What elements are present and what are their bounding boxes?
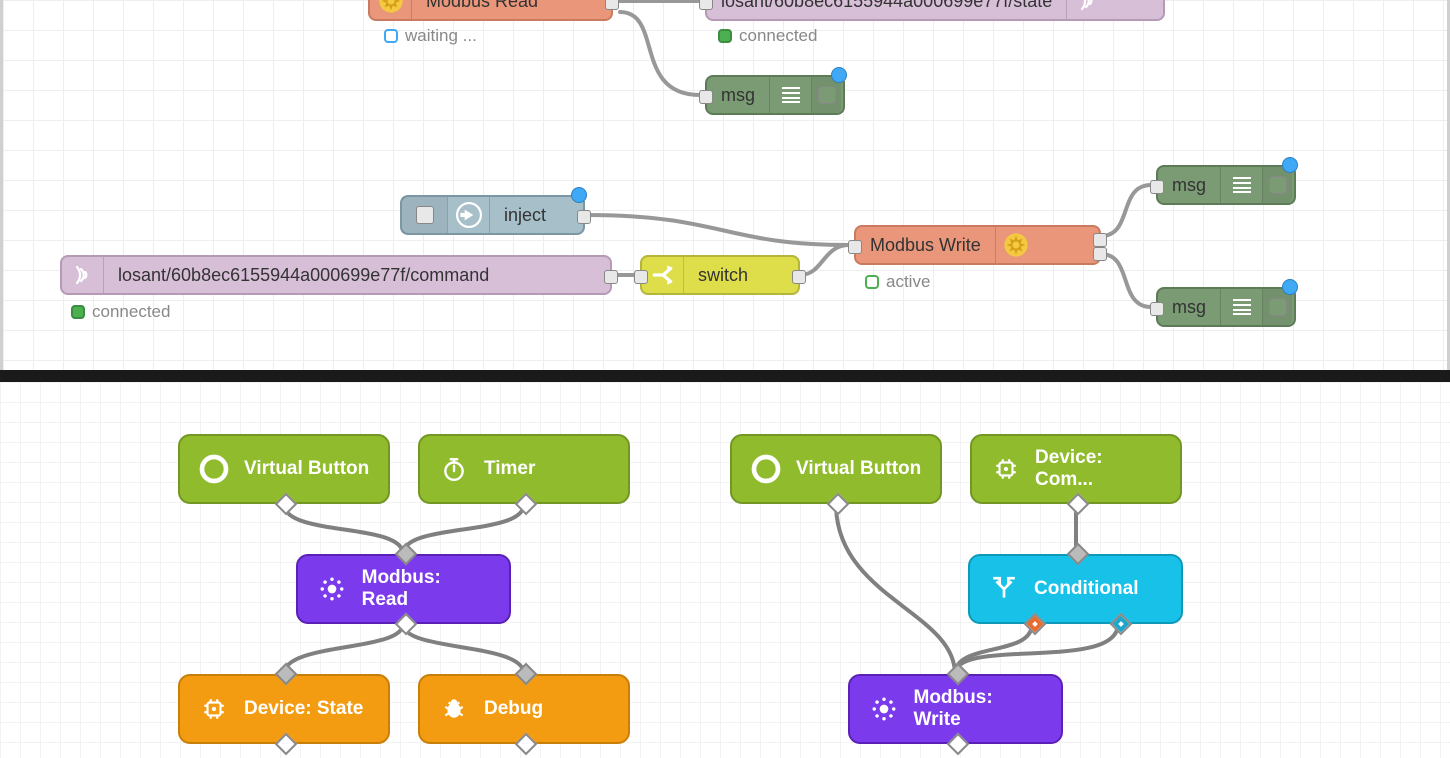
arrow-icon [448,197,490,233]
nodered-node-inject[interactable]: inject [400,195,585,235]
node-label: Modbus: Write [914,687,1044,731]
panel-divider [0,370,1450,382]
input-port[interactable] [1066,543,1089,566]
node-label: Modbus Write [856,235,995,256]
gear-icon [316,573,348,605]
losant-node-modbus-read[interactable]: Modbus: Read [296,554,511,624]
losant-node-vb1[interactable]: Virtual Button [178,434,390,504]
nodered-node-mqtt-in-cmd[interactable]: losant/60b8ec6155944a000699e77f/command [60,255,612,295]
node-label: Virtual Button [244,458,369,480]
gear-yellow-right-icon [995,227,1037,263]
gear-icon [868,693,900,725]
timer-icon [438,453,470,485]
output-port[interactable] [394,613,417,636]
branch-icon [988,573,1020,605]
wave-right-icon [1066,0,1108,19]
output-port[interactable] [827,493,850,516]
losant-node-device-cmd[interactable]: Device: Com... [970,434,1182,504]
node-label: Device: State [244,698,363,720]
status-text: connected [92,302,170,322]
node-label: Device: Com... [1035,447,1162,491]
port[interactable] [792,270,806,284]
status-text: connected [739,26,817,46]
losant-node-device-state[interactable]: Device: State [178,674,390,744]
node-label: Modbus: Read [362,567,491,611]
changed-indicator [571,187,587,203]
circle-icon [750,453,782,485]
output-port[interactable] [275,493,298,516]
bug-icon [438,693,470,725]
node-label: Timer [484,458,535,480]
losant-node-debug[interactable]: Debug [418,674,630,744]
port[interactable] [699,90,713,104]
port[interactable] [1150,302,1164,316]
losant-node-conditional[interactable]: Conditional [968,554,1183,624]
port[interactable] [577,210,591,224]
node-label: Virtual Button [796,458,921,480]
losant-canvas[interactable]: Virtual Button Timer Modbus: Read Device: S… [0,382,1450,758]
changed-indicator [1282,157,1298,173]
changed-indicator [1282,279,1298,295]
inject-button-cap[interactable] [402,197,448,233]
input-port[interactable] [394,543,417,566]
bars-icon [1220,167,1262,203]
node-label: Modbus Read [412,0,552,12]
nodered-node-switch[interactable]: switch [640,255,800,295]
nodered-node-debug-msg-1[interactable]: msg [705,75,845,115]
output-port[interactable] [1067,493,1090,516]
node-label: losant/60b8ec6155944a000699e77f/command [104,265,503,286]
status-text: active [886,272,930,292]
changed-indicator [831,67,847,83]
chip-icon [990,453,1021,485]
nodered-node-debug-msg-3[interactable]: msg [1156,287,1296,327]
node-label: losant/60b8ec6155944a000699e77f/state [707,0,1066,12]
chip-icon [198,693,230,725]
node-red-canvas[interactable]: Modbus Read waiting ... losant/60b8ec61559… [0,0,1450,370]
status-indicator [70,304,86,320]
output-port[interactable] [1109,613,1132,636]
port[interactable] [699,0,713,10]
bars-icon [769,77,811,113]
gear-yellow-icon [370,0,412,19]
input-port[interactable] [515,663,538,686]
node-label: switch [684,265,762,286]
output-port[interactable] [275,733,298,756]
port[interactable] [848,240,862,254]
status-indicator [717,28,733,44]
nodered-node-modbus-read[interactable]: Modbus Read [368,0,613,21]
nodered-node-modbus-write[interactable]: Modbus Write [854,225,1101,265]
status-text: waiting ... [405,26,477,46]
losant-node-timer[interactable]: Timer [418,434,630,504]
node-label: Conditional [1034,578,1138,600]
node-label: msg [1158,297,1220,318]
node-label: msg [707,85,769,106]
nodered-node-mqtt-out-state[interactable]: losant/60b8ec6155944a000699e77f/state [705,0,1165,21]
port[interactable] [1093,247,1107,261]
status-indicator [864,274,880,290]
wave-left-icon [62,257,104,293]
node-label: msg [1158,175,1220,196]
losant-node-modbus-write[interactable]: Modbus: Write [848,674,1063,744]
nodered-node-debug-msg-2[interactable]: msg [1156,165,1296,205]
output-port[interactable] [1023,613,1046,636]
input-port[interactable] [946,663,969,686]
node-label: Debug [484,698,543,720]
port[interactable] [1093,233,1107,247]
output-port[interactable] [515,493,538,516]
input-port[interactable] [275,663,298,686]
output-port[interactable] [946,733,969,756]
port[interactable] [604,270,618,284]
output-port[interactable] [515,733,538,756]
bars-icon [1220,289,1262,325]
split-left-icon [642,257,684,293]
port[interactable] [634,270,648,284]
port[interactable] [605,0,619,10]
losant-node-vb2[interactable]: Virtual Button [730,434,942,504]
circle-icon [198,453,230,485]
port[interactable] [1150,180,1164,194]
node-label: inject [490,205,560,226]
status-indicator [383,28,399,44]
